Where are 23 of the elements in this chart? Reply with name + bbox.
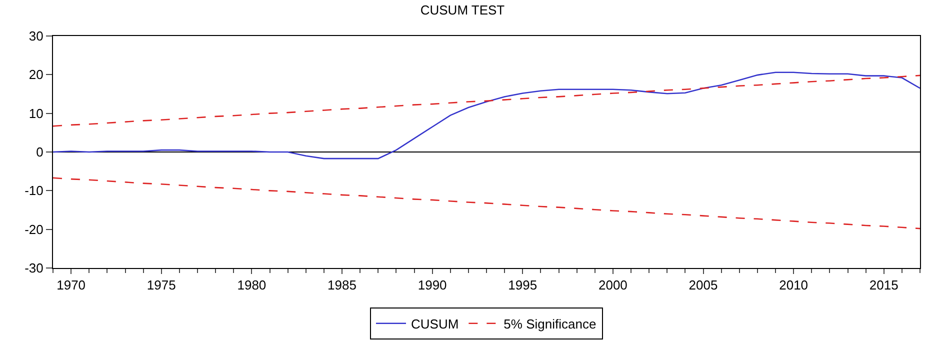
y-tick-label: 20 xyxy=(28,67,44,82)
y-tick-label: -10 xyxy=(24,183,44,198)
x-tick-label: 1970 xyxy=(56,278,86,293)
x-tick-label: 2000 xyxy=(598,278,628,293)
x-tick-label: 2005 xyxy=(688,278,718,293)
x-tick-label: 1980 xyxy=(237,278,266,293)
x-tick-label: 2010 xyxy=(779,278,808,293)
line-series xyxy=(53,177,920,230)
x-tick-label: 1995 xyxy=(508,278,538,293)
x-tick-label: 1975 xyxy=(146,278,176,293)
x-tick-label: 1990 xyxy=(418,278,447,293)
y-tick-label: 0 xyxy=(36,144,44,160)
line-series xyxy=(53,72,920,160)
legend-label: 5% Significance xyxy=(504,316,596,332)
chart-title: CUSUM TEST xyxy=(420,2,505,18)
line-series xyxy=(53,74,920,127)
y-tick-label: 10 xyxy=(28,106,44,121)
y-tick-label: -30 xyxy=(24,260,44,276)
x-tick-label: 1985 xyxy=(328,278,356,293)
y-tick-label: -20 xyxy=(24,222,44,237)
y-tick-label: 30 xyxy=(28,28,44,44)
legend-label: CUSUM xyxy=(411,316,459,332)
x-tick-label: 2015 xyxy=(869,278,898,293)
